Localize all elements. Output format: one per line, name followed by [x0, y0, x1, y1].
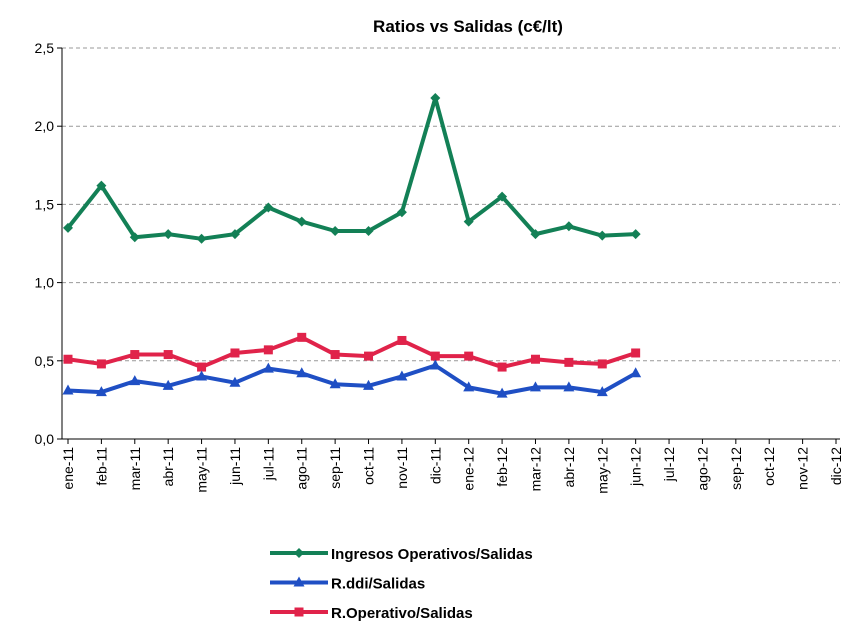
data-point	[96, 359, 106, 369]
data-point	[430, 93, 441, 104]
x-tick-label: jul-11	[260, 447, 276, 481]
x-tick-label: dic-11	[427, 447, 443, 484]
data-point	[363, 379, 375, 390]
data-point	[597, 230, 608, 241]
x-tick-label: sep-11	[327, 447, 343, 489]
x-tick-label: ene-12	[461, 447, 477, 491]
data-point	[330, 225, 341, 236]
data-point	[196, 233, 207, 244]
x-tick-label: feb-12	[494, 447, 510, 487]
series	[63, 93, 641, 244]
data-point	[429, 359, 441, 370]
data-point	[396, 370, 408, 381]
data-point	[330, 350, 340, 360]
y-tick-label: 2,5	[35, 40, 55, 56]
x-tick-label: feb-11	[93, 447, 109, 486]
data-point	[397, 335, 407, 345]
legend-marker	[293, 576, 305, 587]
data-point	[229, 376, 241, 387]
y-tick-label: 2,0	[35, 118, 55, 134]
x-tick-label: nov-11	[394, 447, 410, 489]
data-point	[262, 362, 274, 373]
data-point	[597, 359, 607, 369]
x-tick-label: jun-12	[628, 447, 644, 487]
x-tick-label: jun-11	[227, 447, 243, 486]
data-point	[130, 350, 140, 360]
data-point	[196, 370, 208, 381]
data-point	[296, 216, 307, 227]
data-point	[497, 191, 508, 202]
x-tick-label: oct-11	[361, 447, 377, 485]
data-point	[129, 232, 140, 243]
data-point	[496, 387, 508, 398]
legend-marker	[294, 548, 304, 558]
data-point	[363, 225, 374, 236]
data-point	[463, 216, 474, 227]
data-point	[163, 229, 174, 240]
data-point	[463, 381, 475, 392]
data-point	[63, 354, 73, 364]
y-tick-label: 1,0	[35, 275, 55, 291]
y-tick-label: 0,5	[35, 353, 55, 369]
data-point	[62, 384, 74, 395]
series-line	[66, 96, 636, 241]
x-tick-label: oct-12	[761, 447, 777, 486]
data-point	[230, 348, 240, 358]
x-tick-label: mar-11	[127, 447, 143, 491]
data-point	[497, 362, 507, 372]
data-point	[296, 367, 308, 378]
x-tick-label: mar-12	[527, 447, 543, 492]
x-tick-label: abr-11	[160, 447, 176, 487]
x-tick-label: ene-11	[60, 447, 76, 490]
data-point	[329, 378, 341, 389]
data-point	[563, 221, 574, 232]
x-tick-label: jul-12	[661, 447, 677, 482]
data-point	[529, 381, 541, 392]
legend-text: R.ddi/Salidas	[331, 576, 425, 593]
x-tick-label: abr-12	[561, 447, 577, 488]
data-point	[263, 345, 273, 355]
data-point	[396, 207, 407, 218]
data-point	[530, 229, 541, 240]
data-point	[464, 351, 474, 361]
data-point	[63, 222, 73, 233]
x-tick-label: may-12	[594, 447, 610, 494]
data-point	[630, 367, 642, 378]
data-point	[530, 354, 540, 364]
y-tick-label: 1,5	[35, 196, 55, 212]
series-line	[67, 335, 637, 370]
data-point	[263, 202, 274, 213]
data-point	[563, 381, 575, 392]
data-point	[631, 348, 641, 358]
legend-text: R.Operativo/Salidas	[331, 605, 473, 622]
data-point	[564, 357, 574, 367]
chart-title: Ratios vs Salidas (c€/lt)	[373, 17, 563, 36]
data-point	[197, 362, 207, 372]
data-point	[96, 180, 107, 191]
legend-text: Ingresos Operativos/Salidas	[331, 546, 533, 563]
data-point	[162, 379, 174, 390]
legend-marker	[294, 607, 304, 617]
series	[62, 359, 642, 398]
data-point	[163, 350, 173, 360]
data-point	[129, 375, 141, 386]
x-tick-label: dic-12	[828, 447, 844, 485]
data-point	[229, 229, 240, 240]
y-tick-label: 0,0	[35, 431, 55, 447]
data-point	[630, 229, 641, 240]
x-tick-label: nov-12	[795, 447, 811, 490]
data-point	[596, 386, 608, 397]
x-tick-label: ago-12	[694, 447, 710, 491]
x-tick-label: sep-12	[728, 447, 744, 490]
data-point	[430, 351, 440, 361]
series-line	[67, 363, 637, 396]
x-tick-label: ago-11	[294, 447, 310, 490]
data-point	[297, 332, 307, 342]
x-tick-label: may-11	[194, 447, 210, 493]
data-point	[364, 351, 374, 361]
series	[63, 332, 641, 372]
data-point	[95, 386, 107, 397]
